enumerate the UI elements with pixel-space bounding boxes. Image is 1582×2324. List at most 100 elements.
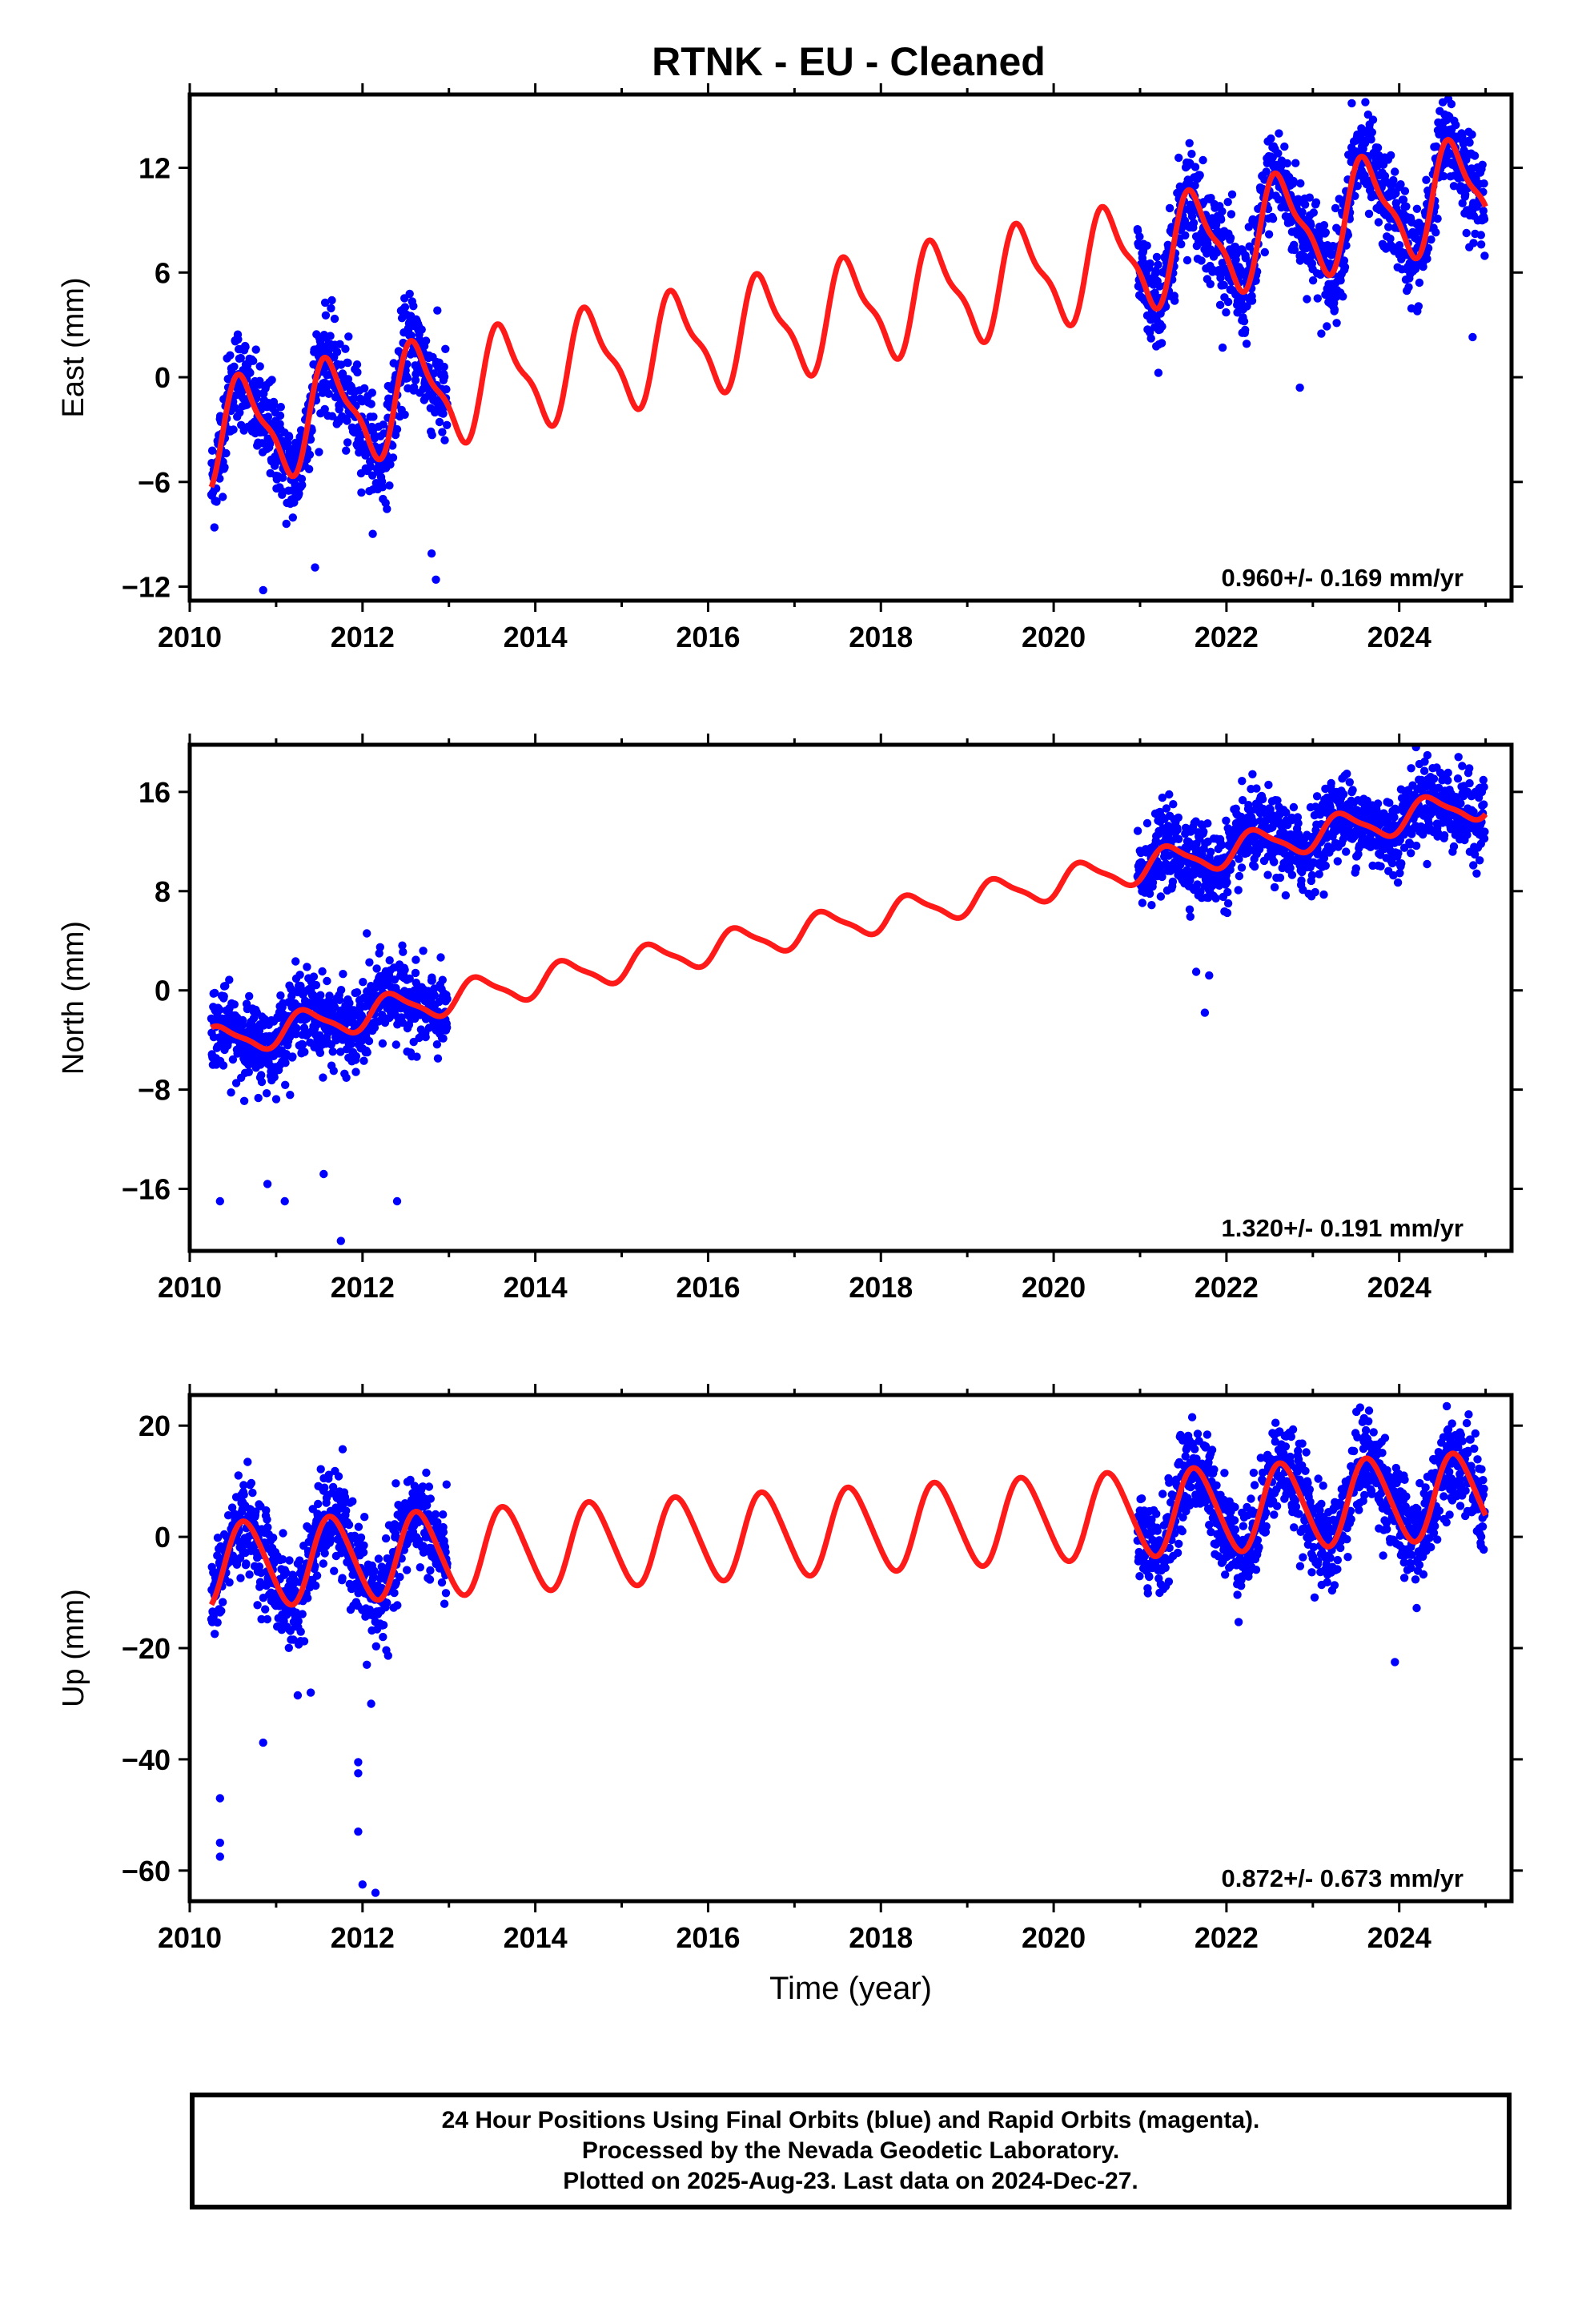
data-point xyxy=(433,1054,443,1063)
data-point xyxy=(236,353,245,363)
data-point xyxy=(327,296,336,305)
data-point xyxy=(1343,770,1351,778)
data-point xyxy=(270,400,279,409)
data-point xyxy=(1330,305,1339,314)
data-point xyxy=(1210,1465,1219,1474)
data-point xyxy=(371,1642,380,1651)
data-point xyxy=(439,1510,448,1519)
data-point xyxy=(1367,128,1377,137)
data-point xyxy=(312,1571,322,1580)
data-point xyxy=(1307,221,1315,230)
data-point xyxy=(424,1482,434,1491)
data-point xyxy=(1270,858,1279,866)
data-point xyxy=(284,1643,293,1652)
data-point xyxy=(220,463,229,472)
data-point xyxy=(1264,230,1274,239)
data-point xyxy=(217,1606,226,1615)
data-point xyxy=(219,1598,227,1606)
data-point xyxy=(1158,1490,1167,1498)
data-point xyxy=(260,1015,269,1023)
data-point xyxy=(1264,780,1273,790)
data-point xyxy=(1289,176,1298,186)
data-point xyxy=(1191,163,1200,171)
data-point xyxy=(319,1559,327,1568)
data-point xyxy=(241,343,250,352)
data-point xyxy=(300,1047,309,1056)
data-point xyxy=(400,965,409,975)
data-point xyxy=(1205,1521,1214,1530)
data-point xyxy=(1185,139,1194,147)
data-point xyxy=(365,958,374,967)
data-point xyxy=(1423,859,1431,869)
data-point xyxy=(225,975,234,984)
x-tick-label: 2022 xyxy=(1195,621,1259,653)
data-point xyxy=(215,474,224,483)
data-point xyxy=(1404,283,1413,292)
data-point xyxy=(1415,278,1424,287)
data-point xyxy=(426,1494,435,1503)
data-point xyxy=(1305,193,1315,202)
data-point xyxy=(1223,908,1232,918)
data-point xyxy=(343,358,352,368)
data-point xyxy=(267,376,276,384)
data-point xyxy=(379,420,387,429)
data-point xyxy=(421,1032,430,1042)
data-point xyxy=(1222,308,1231,317)
data-point xyxy=(1391,167,1399,176)
data-point xyxy=(292,1023,301,1033)
data-point xyxy=(1220,1469,1229,1478)
x-tick-label: 2018 xyxy=(849,1271,913,1304)
data-point xyxy=(405,289,414,299)
data-point xyxy=(1199,827,1208,836)
data-point xyxy=(1319,890,1328,899)
rate-label: 0.960+/- 0.169 mm/yr xyxy=(1222,564,1464,592)
data-point xyxy=(1186,1482,1195,1492)
data-point xyxy=(1223,297,1233,307)
data-point xyxy=(306,435,315,444)
data-point xyxy=(207,446,217,455)
data-point xyxy=(1185,905,1195,914)
outlier-point xyxy=(1200,1008,1210,1017)
data-point xyxy=(1331,203,1340,213)
data-point xyxy=(443,995,452,1003)
data-point xyxy=(326,332,335,340)
data-point xyxy=(1373,143,1383,152)
data-point xyxy=(296,981,305,991)
data-point xyxy=(335,340,344,348)
outlier-point xyxy=(280,1196,289,1206)
panel-1: 2010 2012 2014 2016 2018 2020 2022 2024−12−6061… xyxy=(57,80,1523,653)
data-point xyxy=(1422,175,1431,184)
outlier-point xyxy=(363,929,371,938)
x-tick-label: 2020 xyxy=(1022,1271,1086,1304)
data-point xyxy=(1268,215,1278,223)
data-point xyxy=(1223,887,1232,897)
data-point xyxy=(1443,80,1451,88)
data-point xyxy=(1222,816,1231,825)
data-point xyxy=(261,1605,270,1614)
x-tick-label: 2012 xyxy=(331,621,395,653)
data-point xyxy=(1168,877,1178,887)
data-point xyxy=(1407,849,1415,858)
data-point xyxy=(1321,228,1331,237)
y-tick-label: 6 xyxy=(155,256,171,289)
data-point xyxy=(1419,766,1429,775)
data-point xyxy=(320,404,329,414)
plot-area xyxy=(207,80,1489,595)
x-tick-label: 2024 xyxy=(1367,621,1431,653)
data-point xyxy=(1291,159,1300,167)
data-point xyxy=(1287,870,1297,879)
data-point xyxy=(360,1513,369,1522)
data-point xyxy=(338,1574,347,1582)
data-point xyxy=(219,493,227,501)
data-point xyxy=(1480,782,1488,791)
data-point xyxy=(1387,151,1395,160)
outlier-point xyxy=(1468,332,1477,342)
data-point xyxy=(1135,232,1144,241)
data-point xyxy=(299,1637,309,1646)
data-point xyxy=(1423,255,1431,263)
data-point xyxy=(215,1005,224,1015)
data-point xyxy=(409,302,418,311)
data-point xyxy=(359,1541,368,1550)
data-point xyxy=(311,1581,320,1590)
data-point xyxy=(440,436,449,444)
